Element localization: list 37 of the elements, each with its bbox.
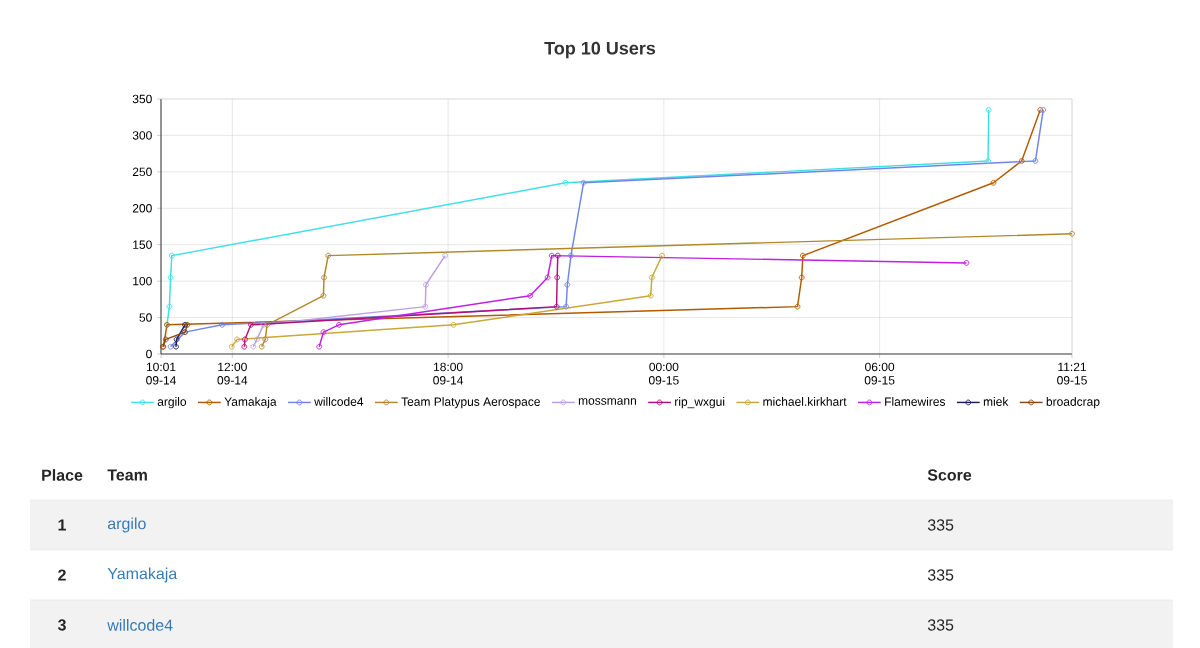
x-tick-label: 10:01 09-14 (146, 362, 176, 385)
x-tick-label: 06:00 09-15 (864, 362, 895, 385)
x-tick-label: 11:21 09-15 (1057, 362, 1087, 385)
text: argilo (107, 517, 146, 533)
y-tick-label: 350 (132, 94, 152, 104)
legend-label: argilo (157, 397, 187, 409)
y-tick-label: 50 (139, 313, 152, 322)
y-tick-label: 200 (132, 204, 152, 213)
text: Place (42, 469, 83, 481)
y-tick-label: 150 (133, 240, 152, 249)
text: 335 (927, 569, 954, 581)
legend-label: michael.kirkhart (763, 397, 847, 406)
y-tick-label: 100 (133, 276, 152, 286)
legend-label: willcode4 (314, 397, 364, 406)
chart-title: Top 10 Users (544, 41, 656, 59)
text: Team (107, 469, 147, 481)
text: 335 (927, 519, 954, 531)
legend-label: broadcrap (1046, 397, 1100, 409)
text: 335 (927, 619, 954, 631)
x-tick-label: 18:00 09-14 (433, 362, 464, 385)
legend-label: Flamewires (885, 397, 946, 406)
text: willcode4 (107, 619, 173, 631)
y-tick-label: 300 (132, 131, 152, 140)
text: 3 (57, 619, 66, 631)
x-tick-label: 00:00 09-15 (648, 362, 679, 385)
y-tick-label: 0 (146, 349, 152, 359)
text: 2 (58, 569, 66, 581)
x-tick-label: 12:00 09-14 (217, 362, 248, 385)
y-tick-label: 250 (132, 167, 152, 177)
text: 1 (58, 519, 67, 531)
legend-label: rip_wxgui (675, 397, 725, 409)
legend-label: mossmann (578, 398, 636, 405)
legend-label: miek (983, 397, 1009, 406)
text: Yamakaja (107, 567, 178, 583)
legend-label: Yamakaja (224, 397, 277, 409)
text: Score (927, 469, 972, 481)
legend-label: Team Platypus Aerospace (401, 397, 540, 409)
